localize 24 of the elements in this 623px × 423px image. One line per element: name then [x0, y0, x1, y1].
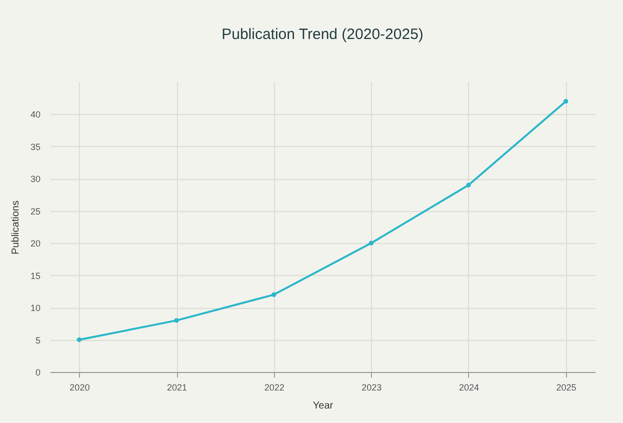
y-tick-label: 20 [30, 238, 40, 249]
point [271, 292, 276, 298]
y-tick-label: 35 [30, 142, 40, 152]
point [466, 182, 471, 188]
x-tick-label: 2020 [70, 382, 90, 392]
y-tick-label: 15 [30, 270, 40, 281]
y-tick-label: 10 [30, 303, 40, 314]
y-tick-label: 30 [30, 174, 40, 184]
point [368, 240, 374, 246]
x-tick-label: 2025 [556, 382, 576, 392]
chart-title: Publication Trend (2020-2025) [222, 26, 424, 43]
point [174, 318, 179, 323]
x-tick-label: 2021 [167, 382, 188, 392]
y-tick-label: 40 [30, 110, 40, 120]
y-tick-label: 0 [35, 368, 40, 378]
x-tick-label: 2024 [458, 382, 479, 392]
y-tick-label: 25 [30, 206, 40, 216]
y-tick-label: 5 [35, 335, 40, 346]
x-axis-title: Year [312, 400, 334, 412]
x-tick-label: 2022 [264, 382, 284, 392]
point [76, 337, 82, 342]
x-tick-label: 2023 [362, 382, 382, 392]
point [563, 98, 568, 104]
y-axis-title: Publications [10, 200, 22, 254]
